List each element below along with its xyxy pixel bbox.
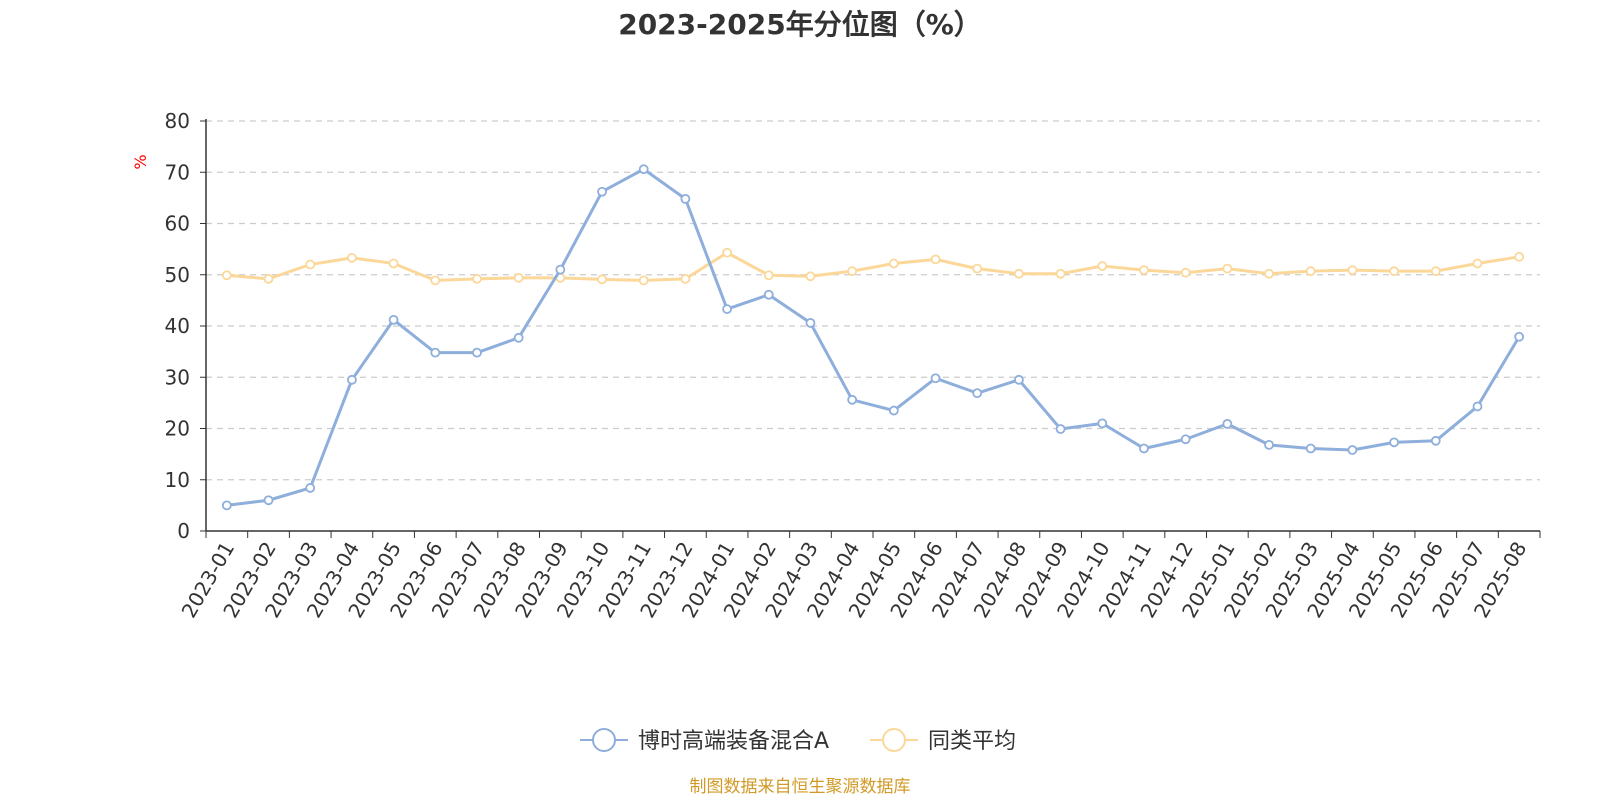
- y-tick-label-20: 20: [165, 417, 190, 441]
- axes: 010203040506070802023-012023-022023-0320…: [165, 109, 1541, 622]
- data-point-1-2023-11: [638, 275, 649, 286]
- data-point-1-2023-01: [221, 270, 232, 281]
- data-point-0-2024-01: [722, 304, 732, 314]
- y-tick-label-60: 60: [165, 212, 190, 236]
- data-point-0-2025-01: [1222, 418, 1233, 429]
- data-point-0-2023-07: [472, 347, 482, 358]
- data-point-1-2024-09: [1055, 268, 1066, 279]
- data-point-0-2025-02: [1264, 439, 1274, 450]
- data-point-0-2024-06: [930, 373, 941, 384]
- y-tick-label-10: 10: [165, 468, 190, 492]
- y-tick-label-0: 0: [177, 519, 190, 543]
- legend-fund-label: 博时高端装备混合A: [638, 729, 829, 754]
- data-point-0-2025-08: [1514, 331, 1525, 342]
- series-lines: [221, 164, 1525, 511]
- y-tick-label-40: 40: [165, 314, 190, 338]
- data-point-1-2024-11: [1139, 265, 1149, 276]
- data-point-1-2025-02: [1264, 268, 1274, 279]
- grid-lines: [206, 120, 1540, 481]
- data-point-0-2024-12: [1180, 434, 1191, 445]
- data-point-0-2024-04: [847, 394, 858, 405]
- data-point-1-2024-03: [805, 271, 816, 282]
- data-point-0-2023-10: [597, 186, 607, 197]
- data-point-1-2023-12: [680, 273, 691, 284]
- data-point-1-2025-03: [1305, 266, 1316, 277]
- data-point-0-2025-03: [1305, 443, 1316, 454]
- data-point-0-2023-01: [221, 500, 232, 511]
- data-point-1-2025-05: [1389, 266, 1399, 277]
- y-tick-label-80: 80: [165, 109, 190, 133]
- data-point-1-2023-03: [305, 259, 316, 270]
- data-point-1-2024-12: [1180, 267, 1191, 278]
- data-point-0-2023-04: [347, 374, 357, 385]
- data-point-0-2023-09: [555, 264, 566, 275]
- data-point-1-2025-07: [1472, 258, 1483, 269]
- data-point-0-2024-09: [1055, 424, 1066, 434]
- data-point-1-2023-10: [597, 274, 607, 285]
- data-point-1-2024-07: [972, 263, 983, 274]
- y-tick-label-30: 30: [165, 365, 190, 389]
- legend-item-fund[interactable]: 博时高端装备混合A: [580, 728, 829, 754]
- chart-title: 2023-2025年分位图（%）: [618, 8, 982, 41]
- data-point-1-2025-04: [1347, 265, 1358, 276]
- data-point-1-2025-08: [1514, 251, 1525, 262]
- data-source-note: 制图数据来自恒生聚源数据库: [690, 777, 911, 797]
- series-line-1: [226, 251, 1520, 282]
- data-point-0-2023-05: [388, 314, 399, 325]
- data-point-0-2024-08: [1014, 374, 1024, 385]
- y-axis-unit: %: [131, 154, 150, 169]
- data-point-1-2023-08: [513, 272, 524, 283]
- data-point-1-2025-06: [1430, 266, 1441, 277]
- y-tick-label-50: 50: [165, 263, 190, 287]
- data-point-0-2023-08: [513, 332, 524, 343]
- data-point-0-2025-05: [1389, 437, 1399, 448]
- data-point-1-2024-08: [1014, 268, 1024, 279]
- data-point-0-2024-11: [1139, 443, 1149, 454]
- data-point-0-2024-10: [1097, 418, 1108, 429]
- data-point-0-2024-02: [763, 289, 774, 300]
- data-point-0-2023-02: [263, 495, 274, 506]
- legend: 博时高端装备混合A 同类平均: [580, 728, 1016, 754]
- data-point-0-2024-07: [972, 388, 983, 399]
- data-point-1-2025-01: [1222, 263, 1233, 274]
- data-point-1-2024-06: [930, 254, 941, 265]
- data-point-0-2023-11: [638, 164, 649, 175]
- data-point-0-2024-05: [888, 405, 899, 416]
- data-point-0-2023-06: [430, 347, 441, 358]
- y-tick-label-70: 70: [165, 160, 190, 184]
- legend-item-average[interactable]: 同类平均: [870, 728, 1016, 754]
- legend-average-marker: [882, 728, 906, 752]
- data-point-0-2025-04: [1347, 445, 1358, 455]
- data-point-1-2024-10: [1097, 261, 1108, 271]
- data-point-1-2024-01: [722, 247, 732, 258]
- legend-average-label: 同类平均: [928, 729, 1016, 754]
- data-point-1-2023-06: [430, 275, 441, 286]
- data-point-1-2023-02: [263, 273, 274, 284]
- data-point-0-2025-07: [1472, 401, 1483, 412]
- series-line-0: [226, 167, 1521, 507]
- data-point-0-2023-03: [305, 483, 316, 493]
- legend-fund-marker: [592, 728, 616, 752]
- data-point-0-2023-12: [680, 193, 691, 204]
- data-point-1-2023-04: [347, 252, 357, 263]
- data-point-1-2023-05: [388, 258, 399, 269]
- data-point-0-2024-03: [805, 318, 816, 328]
- data-point-0-2025-06: [1430, 435, 1441, 446]
- data-point-1-2023-07: [472, 273, 482, 284]
- data-point-1-2024-02: [763, 270, 774, 281]
- data-point-1-2024-05: [888, 258, 899, 269]
- data-point-1-2024-04: [847, 266, 858, 277]
